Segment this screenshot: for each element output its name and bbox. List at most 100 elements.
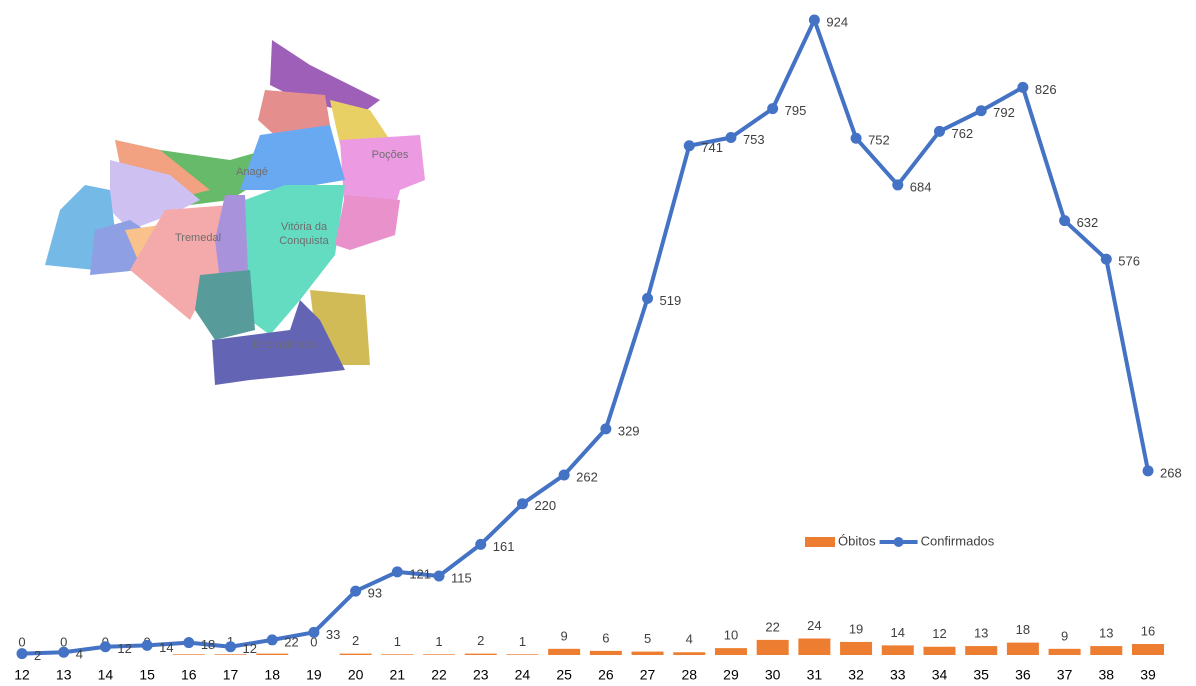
bar-value-label: 1 [394, 634, 401, 649]
line-value-label: 22 [284, 634, 298, 649]
line-point [808, 14, 820, 26]
bar [589, 650, 622, 655]
bar [631, 651, 664, 655]
x-tick-label: 39 [1140, 667, 1156, 683]
bar-value-label: 0 [310, 634, 317, 649]
bar [423, 654, 456, 655]
bar [756, 639, 789, 655]
line-value-label: 752 [868, 133, 890, 148]
x-tick-label: 35 [973, 667, 989, 683]
line-value-label: 4 [76, 647, 83, 662]
x-tick-label: 26 [598, 667, 614, 683]
bar [256, 653, 289, 655]
bar [714, 648, 747, 655]
x-tick-label: 32 [848, 667, 864, 683]
line-point [683, 140, 695, 152]
bar [840, 641, 873, 655]
line-point [725, 132, 737, 144]
line-point [1100, 253, 1112, 265]
map-label: Poções [372, 149, 409, 161]
x-tick-label: 22 [431, 667, 447, 683]
bar-value-label: 1 [435, 634, 442, 649]
bar-value-label: 13 [1099, 626, 1113, 641]
bar-value-label: 18 [1016, 622, 1030, 637]
bar-value-label: 9 [561, 628, 568, 643]
bar [798, 638, 831, 655]
bar-value-label: 1 [519, 634, 526, 649]
line-value-label: 684 [910, 179, 932, 194]
line-value-label: 632 [1077, 215, 1099, 230]
map-label: Encruzilhada [253, 339, 317, 351]
line-point [642, 292, 654, 304]
bar [214, 654, 247, 655]
line-point [600, 423, 612, 435]
line-value-label: 121 [409, 566, 431, 581]
bar-value-label: 12 [932, 626, 946, 641]
x-tick-label: 19 [306, 667, 322, 683]
line-value-label: 329 [618, 423, 640, 438]
x-tick-label: 38 [1099, 667, 1115, 683]
line-point [475, 538, 487, 550]
bar [464, 653, 497, 655]
bar [1132, 644, 1164, 655]
x-tick-label: 27 [640, 667, 656, 683]
line-value-label: 762 [951, 126, 973, 141]
line-point [183, 637, 195, 649]
x-tick-label: 14 [98, 667, 114, 683]
line-value-label: 519 [660, 293, 682, 308]
line-value-label: 2 [34, 648, 41, 663]
bar [965, 646, 998, 655]
line-value-label: 924 [826, 14, 848, 29]
x-tick-label: 28 [681, 667, 697, 683]
bar-value-label: 5 [644, 631, 651, 646]
bar [339, 653, 372, 655]
line-point [1017, 81, 1029, 93]
line-point [558, 469, 570, 481]
x-tick-label: 13 [56, 667, 72, 683]
x-tick-label: 15 [139, 667, 155, 683]
legend-label: Óbitos [838, 533, 876, 548]
line-value-label: 115 [451, 570, 472, 585]
bar-value-label: 9 [1061, 628, 1068, 643]
line-point [58, 646, 70, 658]
x-tick-label: 36 [1015, 667, 1031, 683]
bar-value-label: 1 [227, 634, 234, 649]
x-tick-label: 17 [223, 667, 239, 683]
line-point [266, 634, 278, 646]
bar-value-label: 14 [891, 625, 905, 640]
x-tick-label: 24 [515, 667, 531, 683]
x-tick-label: 25 [556, 667, 572, 683]
line-point [892, 179, 904, 191]
line-point [141, 639, 153, 651]
bar-value-label: 13 [974, 626, 988, 641]
line-point [1142, 465, 1154, 477]
line-point [933, 125, 945, 137]
x-tick-label: 23 [473, 667, 489, 683]
line [21, 18, 1150, 656]
line-value-label: 792 [993, 105, 1015, 120]
bar-value-label: 4 [686, 632, 693, 647]
bar [1090, 646, 1123, 655]
line-value-label: 220 [534, 498, 556, 513]
bar-value-label: 0 [18, 634, 25, 649]
bar-value-label: 6 [602, 630, 609, 645]
line-value-label: 93 [368, 586, 382, 601]
x-tick-label: 18 [264, 667, 280, 683]
bar [548, 648, 581, 655]
line-point [99, 641, 111, 653]
x-tick-label: 34 [932, 667, 948, 683]
line-value-label: 268 [1160, 465, 1182, 480]
line-point [433, 570, 445, 582]
line-value-label: 741 [701, 140, 723, 155]
line-value-label: 826 [1035, 82, 1057, 97]
legend-swatch [893, 537, 904, 547]
bar [923, 646, 956, 655]
line-point [975, 105, 987, 117]
map-label: Vitória da [281, 221, 328, 233]
bar-value-label: 19 [849, 621, 863, 636]
bar [673, 652, 706, 655]
line-value-label: 14 [159, 640, 173, 655]
line-value-label: 12 [243, 641, 257, 656]
x-tick-label: 29 [723, 667, 739, 683]
bar [506, 654, 539, 655]
